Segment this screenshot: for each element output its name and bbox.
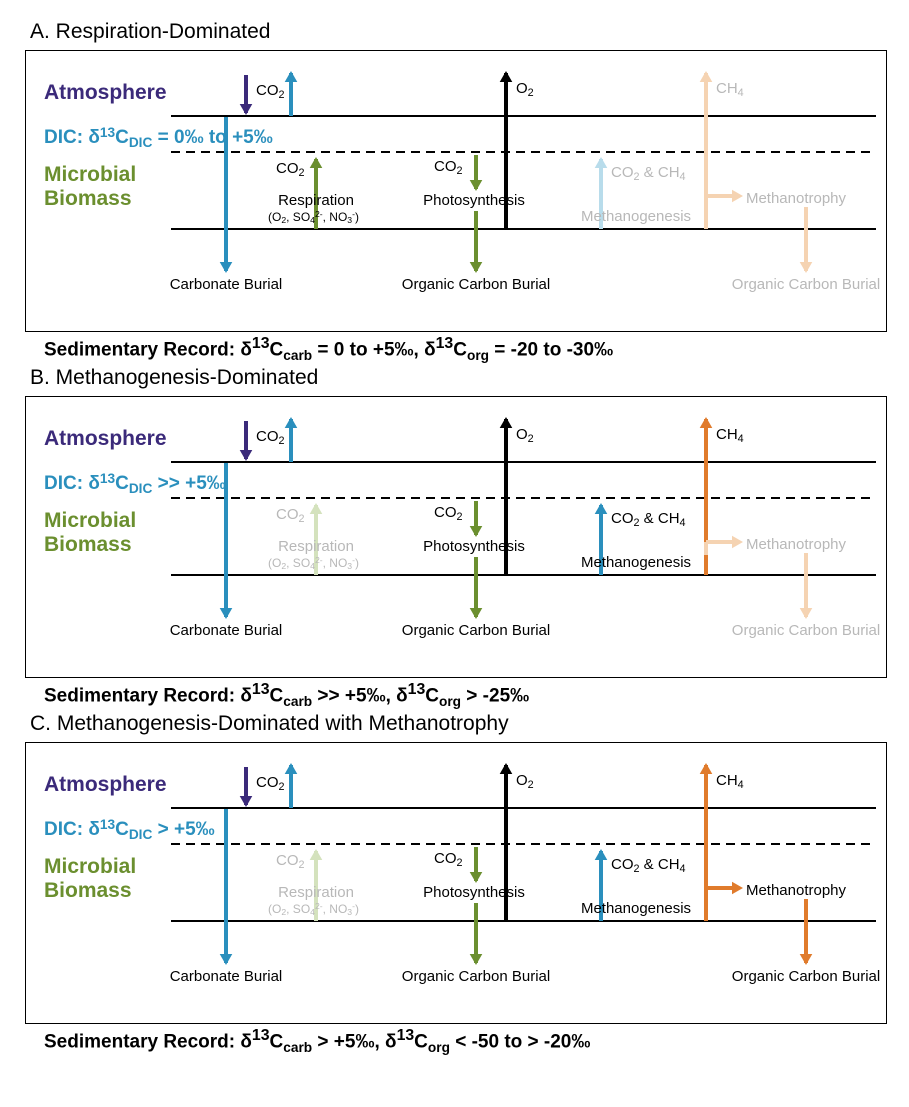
svg-text:Biomass: Biomass [44, 187, 132, 210]
label-organic-2: Organic Carbon Burial [732, 968, 880, 985]
svg-text:CO2: CO2 [256, 774, 285, 793]
label-carbonate: Carbonate Burial [170, 622, 283, 639]
label-methanogenesis: Methanogenesis [581, 554, 691, 571]
panel-title: A. Respiration-Dominated [30, 20, 889, 44]
svg-text:CO2: CO2 [256, 428, 285, 447]
label-biomass: Microbial [44, 163, 136, 186]
label-respiration: Respiration [278, 538, 354, 555]
panel-B: B. Methanogenesis-Dominated Atmosphere DIC… [20, 366, 889, 678]
svg-text:(O2, SO42-, NO3-): (O2, SO42-, NO3-) [268, 901, 359, 917]
label-photosynthesis: Photosynthesis [423, 538, 525, 555]
sedimentary-record: Sedimentary Record: δ13Ccarb = 0 to +5‰,… [44, 335, 886, 363]
svg-text:CO2 & CH4: CO2 & CH4 [611, 164, 686, 183]
svg-text:CO2 & CH4: CO2 & CH4 [611, 510, 686, 529]
svg-text:(O2, SO42-, NO3-): (O2, SO42-, NO3-) [268, 555, 359, 571]
svg-text:CO2: CO2 [434, 850, 463, 869]
panel-box: Atmosphere DIC: δ13CDIC > +5‰ MicrobialBio… [25, 742, 887, 1024]
svg-text:CH4: CH4 [716, 80, 744, 99]
label-methanogenesis: Methanogenesis [581, 900, 691, 917]
svg-text:Biomass: Biomass [44, 879, 132, 902]
panel-A: A. Respiration-Dominated Atmosphere DIC: δ… [20, 20, 889, 332]
svg-text:CO2: CO2 [434, 504, 463, 523]
svg-text:CO2: CO2 [276, 852, 305, 871]
svg-text:CO2: CO2 [276, 160, 305, 179]
panel-box: Atmosphere DIC: δ13CDIC >> +5‰ MicrobialBi… [25, 396, 887, 678]
label-methanotrophy: Methanotrophy [746, 190, 847, 207]
label-atmosphere: Atmosphere [44, 773, 167, 796]
panel-title: C. Methanogenesis-Dominated with Methano… [30, 712, 889, 736]
svg-text:DIC: δ13CDIC = 0‰ to +5‰: DIC: δ13CDIC = 0‰ to +5‰ [44, 125, 273, 149]
svg-text:CO2: CO2 [276, 506, 305, 525]
label-organic: Organic Carbon Burial [402, 276, 550, 293]
label-atmosphere: Atmosphere [44, 81, 167, 104]
svg-text:DIC: δ13CDIC >> +5‰: DIC: δ13CDIC >> +5‰ [44, 471, 226, 495]
label-carbonate: Carbonate Burial [170, 276, 283, 293]
svg-text:CH4: CH4 [716, 426, 744, 445]
label-methanotrophy: Methanotrophy [746, 536, 847, 553]
label-atmosphere: Atmosphere [44, 427, 167, 450]
svg-text:O2: O2 [516, 772, 534, 791]
diagram-svg: Atmosphere DIC: δ13CDIC = 0‰ to +5‰ Microb… [26, 51, 886, 331]
svg-text:DIC: δ13CDIC > +5‰: DIC: δ13CDIC > +5‰ [44, 817, 215, 841]
label-photosynthesis: Photosynthesis [423, 192, 525, 209]
label-respiration: Respiration [278, 192, 354, 209]
svg-text:(O2, SO42-, NO3-): (O2, SO42-, NO3-) [268, 209, 359, 225]
label-organic: Organic Carbon Burial [402, 968, 550, 985]
label-methanotrophy: Methanotrophy [746, 882, 847, 899]
svg-text:CH4: CH4 [716, 772, 744, 791]
label-methanogenesis: Methanogenesis [581, 208, 691, 225]
svg-text:CO2 & CH4: CO2 & CH4 [611, 856, 686, 875]
svg-text:O2: O2 [516, 80, 534, 99]
svg-text:CO2: CO2 [434, 158, 463, 177]
label-carbonate: Carbonate Burial [170, 968, 283, 985]
panel-title: B. Methanogenesis-Dominated [30, 366, 889, 390]
label-respiration: Respiration [278, 884, 354, 901]
svg-text:Biomass: Biomass [44, 533, 132, 556]
label-organic-2: Organic Carbon Burial [732, 276, 880, 293]
label-organic: Organic Carbon Burial [402, 622, 550, 639]
sedimentary-record: Sedimentary Record: δ13Ccarb >> +5‰, δ13… [44, 681, 886, 709]
label-biomass: Microbial [44, 509, 136, 532]
svg-text:CO2: CO2 [256, 82, 285, 101]
panel-box: Atmosphere DIC: δ13CDIC = 0‰ to +5‰ Microb… [25, 50, 887, 332]
sedimentary-record: Sedimentary Record: δ13Ccarb > +5‰, δ13C… [44, 1027, 886, 1055]
svg-text:O2: O2 [516, 426, 534, 445]
diagram-svg: Atmosphere DIC: δ13CDIC > +5‰ MicrobialBio… [26, 743, 886, 1023]
label-photosynthesis: Photosynthesis [423, 884, 525, 901]
panel-C: C. Methanogenesis-Dominated with Methano… [20, 712, 889, 1024]
label-biomass: Microbial [44, 855, 136, 878]
diagram-svg: Atmosphere DIC: δ13CDIC >> +5‰ MicrobialBi… [26, 397, 886, 677]
label-organic-2: Organic Carbon Burial [732, 622, 880, 639]
